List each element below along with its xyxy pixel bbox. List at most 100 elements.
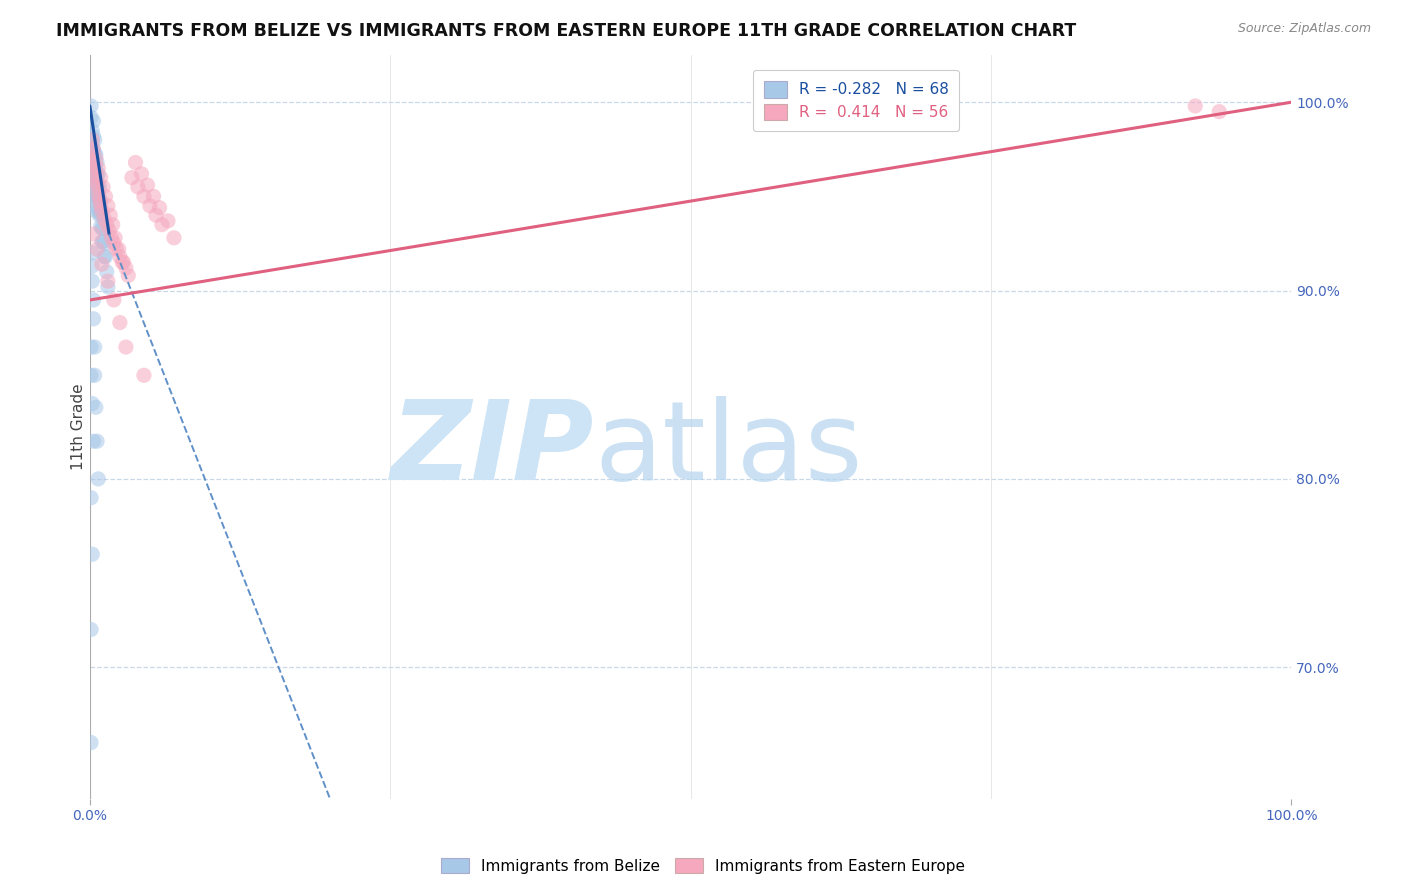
Point [82,142,104,156]
Point [80,189,103,203]
Point [139,199,162,213]
Point [86,169,108,183]
Point [115,340,138,354]
Point [108,250,131,264]
Point [112,255,135,269]
Point [97,274,120,288]
Point [80,368,103,383]
Point [80,735,103,749]
Point [94,189,117,203]
Point [84,186,107,200]
Point [86,204,108,219]
Text: atlas: atlas [595,396,863,503]
Point [90,170,112,185]
Text: Source: ZipAtlas.com: Source: ZipAtlas.com [1237,22,1371,36]
Point [87,202,110,217]
Point [80,170,103,185]
Point [98,223,121,237]
Point [83,146,105,161]
Point [90,204,112,219]
Point [111,255,134,269]
Point [105,242,128,256]
Point [132,189,155,203]
Point [91,180,114,194]
Point [96,218,118,232]
Point [86,434,108,449]
Point [83,169,105,183]
Point [82,114,104,128]
Point [91,235,114,249]
Point [82,133,104,147]
Point [132,368,155,383]
Point [86,242,108,256]
Point [82,434,104,449]
Point [84,152,107,166]
Point [93,212,115,227]
Point [103,293,125,307]
Point [82,142,104,156]
Point [82,274,104,288]
Point [127,180,149,194]
Point [89,193,111,207]
Point [1184,99,1206,113]
Point [97,199,120,213]
Point [82,311,104,326]
Point [90,257,112,271]
Point [82,396,104,410]
Point [107,242,129,256]
Point [115,260,138,275]
Point [84,174,107,188]
Point [84,148,107,162]
Point [82,259,104,273]
Point [82,152,104,166]
Point [82,136,104,151]
Point [80,340,103,354]
Point [150,218,173,232]
Point [84,401,107,415]
Point [87,191,110,205]
Point [80,491,103,505]
Point [101,218,124,232]
Point [108,316,131,330]
Point [148,201,170,215]
Point [89,193,111,207]
Point [142,189,165,203]
Point [86,155,108,169]
Text: ZIP: ZIP [391,396,595,503]
Point [80,180,103,194]
Point [86,180,108,194]
Point [97,280,120,294]
Point [80,199,103,213]
Point [87,167,110,181]
Point [86,193,108,207]
Point [87,161,110,175]
Legend: R = -0.282   N = 68, R =  0.414   N = 56: R = -0.282 N = 68, R = 0.414 N = 56 [752,70,959,131]
Point [82,293,104,307]
Point [90,221,112,235]
Point [83,340,105,354]
Point [124,155,146,169]
Legend: Immigrants from Belize, Immigrants from Eastern Europe: Immigrants from Belize, Immigrants from … [434,852,972,880]
Point [98,208,121,222]
Point [90,235,112,249]
Point [82,129,104,144]
Point [90,208,112,222]
Point [80,110,103,124]
Point [83,169,105,183]
Point [87,187,110,202]
Point [100,231,122,245]
Point [117,268,139,283]
Point [103,236,125,251]
Point [90,199,112,213]
Point [82,142,104,156]
Point [163,231,186,245]
Point [80,623,103,637]
Y-axis label: 11th Grade: 11th Grade [72,384,86,470]
Point [93,236,115,251]
Point [80,148,103,162]
Text: IMMIGRANTS FROM BELIZE VS IMMIGRANTS FROM EASTERN EUROPE 11TH GRADE CORRELATION : IMMIGRANTS FROM BELIZE VS IMMIGRANTS FRO… [56,22,1077,40]
Point [96,265,118,279]
Point [84,163,107,178]
Point [83,368,105,383]
Point [90,219,112,234]
